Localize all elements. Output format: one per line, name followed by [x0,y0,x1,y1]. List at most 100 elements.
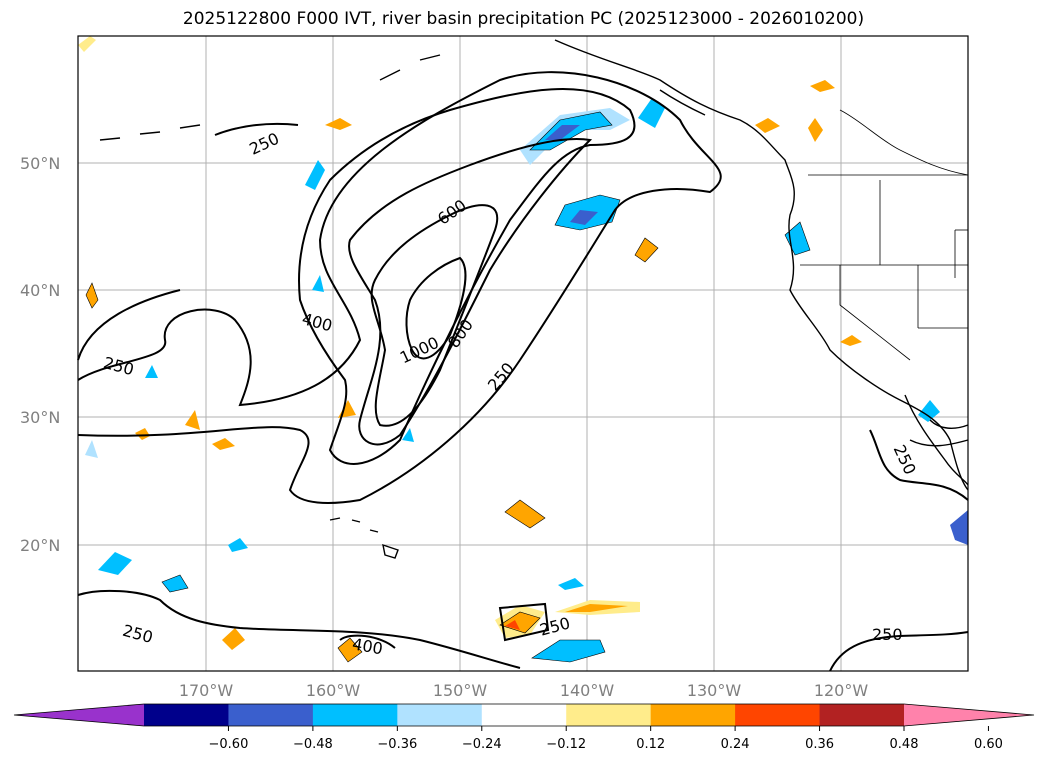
pos-precip-blob [505,620,520,630]
neg-precip-blob [228,538,248,552]
ivt-contour-250 [869,429,969,501]
pos-precip-blob [85,282,99,309]
lon-label: 160°W [306,681,361,700]
colorbar-tick-label: −0.24 [462,737,502,752]
coastlines [99,39,969,559]
map-frame [77,35,969,672]
latitude-labels: 50°N 40°N 30°N 20°N [20,154,60,555]
neg-precip-blob [161,574,189,593]
neg-precip-blob [570,210,598,225]
gridlines [78,36,968,671]
colorbar-segment [397,704,483,726]
neg-precip-blob [85,440,98,458]
lat-label: 30°N [20,408,60,427]
lat-label: 20°N [20,536,60,555]
colorbar-outline [13,703,1035,727]
neg-precip-blob [145,365,158,378]
lon-label: 140°W [560,681,615,700]
colorbar-tick-label: −0.48 [293,737,333,752]
pos-precip-blob [810,80,835,92]
pos-precip-blob [185,410,200,430]
lat-label: 40°N [20,281,60,300]
pos-precip-blob [135,428,150,440]
bc-coast [659,89,706,116]
colorbar-segment [566,704,652,726]
longitude-labels: 170°W 160°W 150°W 140°W 130°W 120°W [179,681,869,700]
colorbar: −0.60 −0.48 −0.36 −0.24 −0.12 0.12 0.24 0.36 0.4… [13,703,1035,752]
hawaii-islands [329,517,399,559]
pos-precip-blob [325,118,352,130]
pos-precip-blob [504,499,546,529]
ivt-contour-250 [829,631,969,672]
neg-precip-blob [918,400,940,422]
colorbar-segment [819,704,905,726]
colorbar-segment [312,704,398,726]
pos-precip-blob [337,637,363,663]
lon-label: 120°W [814,681,869,700]
pos-precip-blob [499,611,541,634]
ivt-contour-400 [298,88,636,465]
contour-label: 600 [434,196,470,229]
neg-precip-blob [545,125,580,140]
ivt-contour-250 [214,122,299,136]
ivt-contour-250 [498,602,550,642]
pos-precip-blob [222,628,245,650]
neg-precip-blob [312,275,324,292]
colorbar-tick-label: −0.12 [546,737,586,752]
lon-label: 130°W [687,681,742,700]
pos-precip-blob [840,335,862,346]
colorbar-segment [735,704,821,726]
lon-label: 150°W [433,681,488,700]
precip-shading [78,36,968,663]
colorbar-tick-label: −0.60 [209,737,249,752]
neg-precip-blob [402,428,414,442]
contour-label: 250 [102,353,136,379]
colorbar-segment [481,704,567,726]
colorbar-tick-label: 0.12 [636,737,665,752]
ivt-contour-600 [348,138,593,446]
contour-labels: 250 250 250 250 250 250 400 400 600 800 … [102,129,903,659]
lat-label: 50°N [20,154,60,173]
colorbar-extend-low [14,704,144,726]
contour-label: 250 [121,621,155,647]
pos-precip-blob [808,118,823,142]
ivt-contour-250 [77,589,521,669]
alaska-coast [554,39,969,491]
pos-precip-blob [755,118,780,133]
contour-label: 250 [484,359,518,395]
neg-precip-blob [98,552,132,575]
ivt-contour-800 [370,204,499,427]
neg-precip-blob [638,98,665,128]
neg-precip-blob [950,510,968,545]
pos-precip-blob [338,400,356,418]
colorbar-tick-label: 0.60 [974,737,1003,752]
pos-precip-blob [565,604,628,612]
contour-label: 250 [538,613,572,639]
baja-coast [904,394,969,486]
colorbar-segment [650,704,736,726]
map-title: 2025122800 F000 IVT, river basin precipi… [182,9,865,29]
pos-precip-blob [212,438,235,450]
contour-label: 400 [300,309,334,335]
colorbar-segment [228,704,314,726]
ivt-contours [77,71,969,672]
colorbar-segment [144,704,229,726]
ivt-contour-1000 [405,256,467,360]
neg-precip-blob [558,578,584,590]
ivt-contour-400 [339,634,396,649]
colorbar-tick-label: 0.24 [721,737,750,752]
pos-precip-blob [634,237,659,263]
pos-precip-blob [78,36,96,52]
ivt-contour-250 [77,289,181,361]
contour-label: 250 [872,625,903,644]
colorbar-extend-high [904,704,1034,726]
contour-label: 250 [246,129,282,159]
colorbar-tick-label: −0.36 [377,737,417,752]
contour-label-coastal: 250 [890,442,920,478]
lon-label: 170°W [179,681,234,700]
mexico-coast [909,439,969,447]
colorbar-tick-label: 0.48 [890,737,919,752]
aleutian-islands [99,54,441,141]
colorbar-tick-label: 0.36 [805,737,834,752]
